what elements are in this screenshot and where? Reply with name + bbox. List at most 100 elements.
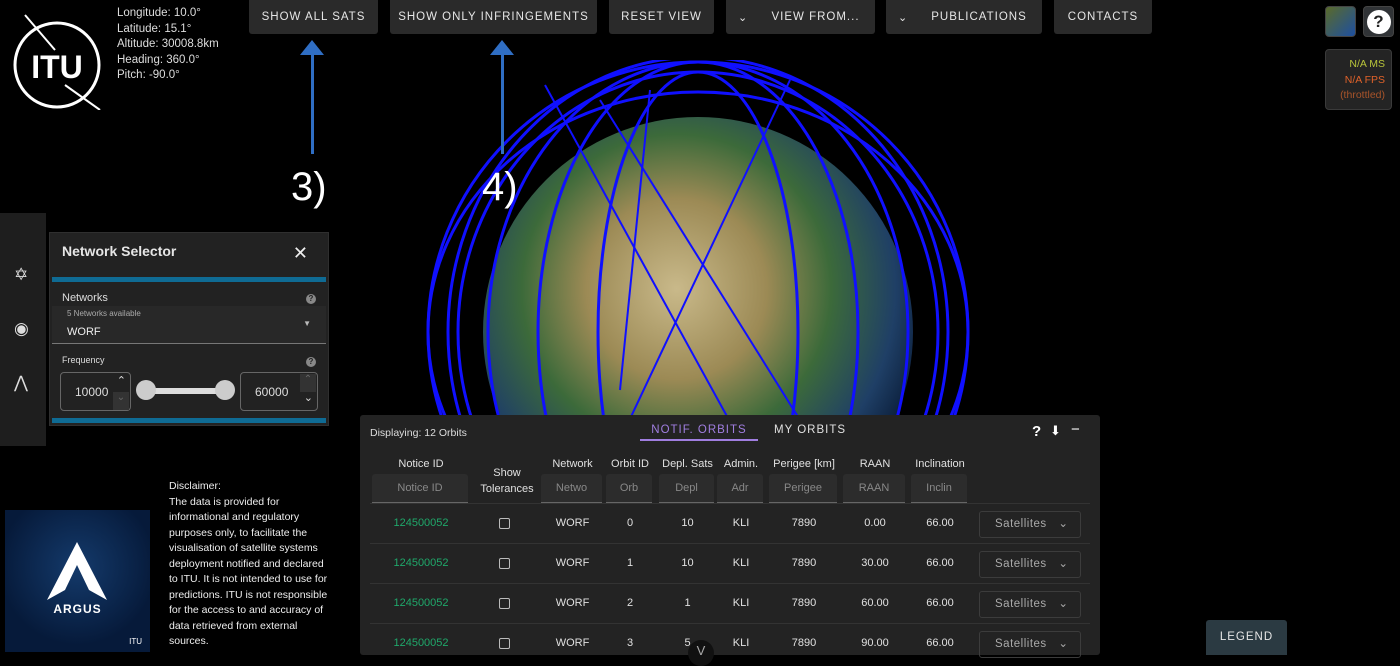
satellites-dropdown[interactable]: Satellites ⌄ xyxy=(979,551,1081,578)
cell-incl: 66.00 xyxy=(926,597,954,609)
cell-network: WORF xyxy=(555,637,590,649)
cell-incl: 66.00 xyxy=(926,517,954,529)
disclaimer-title: Disclaimer: xyxy=(169,480,221,492)
show-tolerances-checkbox[interactable] xyxy=(499,638,510,649)
cell-depl: 5 xyxy=(684,637,691,649)
help-icon[interactable]: ? xyxy=(306,294,316,304)
satellites-dropdown[interactable]: Satellites ⌄ xyxy=(979,631,1081,658)
orbit-path xyxy=(619,89,651,391)
table-row: 124500052 WORF 0 10 KLI 7890 0.00 66.00 Satellit… xyxy=(370,503,1090,543)
close-icon[interactable]: ✕ xyxy=(292,243,308,263)
accent-bar xyxy=(52,277,326,282)
itu-mark: ITU xyxy=(129,637,142,646)
chevron-down-icon[interactable]: V xyxy=(688,640,714,666)
column-filter-input[interactable]: Notice ID xyxy=(372,474,468,503)
label: SHOW ONLY INFRINGEMENTS xyxy=(398,11,589,23)
satellites-dropdown[interactable]: Satellites ⌄ xyxy=(979,511,1081,538)
slider-handle-min[interactable] xyxy=(136,380,156,400)
latitude: Latitude: 15.1° xyxy=(117,22,192,35)
column-filter-input[interactable]: Perigee xyxy=(769,474,837,503)
heading: Heading: 360.0° xyxy=(117,53,200,66)
label: CONTACTS xyxy=(1067,11,1139,23)
column-header[interactable]: Orbit ID xyxy=(611,458,649,470)
help-button[interactable]: ? xyxy=(1363,6,1394,37)
tab-notif-orbits[interactable]: NOTIF. ORBITS xyxy=(640,424,758,441)
frequency-slider-track[interactable] xyxy=(145,388,230,394)
column-header[interactable]: RAAN xyxy=(859,458,891,470)
show-tolerances-checkbox[interactable] xyxy=(499,598,510,609)
column-header[interactable]: Show Tolerances xyxy=(480,467,534,495)
slider-handle-max[interactable] xyxy=(215,380,235,400)
notice-id-link[interactable]: 124500052 xyxy=(393,597,449,609)
argus-logo: ARGUS ITU xyxy=(5,510,150,652)
panel-title: Network Selector xyxy=(62,243,177,259)
column-filter-input[interactable]: Orb xyxy=(606,474,652,503)
show-tolerances-checkbox[interactable] xyxy=(499,558,510,569)
label: RESET VIEW xyxy=(621,11,702,23)
column-header[interactable]: Admin. xyxy=(723,458,759,470)
cell-depl: 10 xyxy=(681,517,694,529)
globe-view[interactable] xyxy=(420,60,980,420)
network-select[interactable]: 5 Networks available WORF ▼ xyxy=(52,306,326,344)
label: Satellites xyxy=(995,518,1047,530)
notice-id-link[interactable]: 124500052 xyxy=(393,557,449,569)
label: SHOW ALL SATS xyxy=(261,11,366,23)
orbit-path xyxy=(628,79,791,420)
tab-my-orbits[interactable]: MY ORBITS xyxy=(774,424,847,436)
column-header[interactable]: Perigee [km] xyxy=(773,458,835,470)
minimize-icon[interactable]: − xyxy=(1071,421,1080,438)
column-filter-input[interactable]: Adr xyxy=(717,474,763,503)
annotation-3: 3) xyxy=(291,165,327,209)
orbit-icon[interactable]: ◉ xyxy=(14,319,29,338)
show-all-sats-button[interactable]: SHOW ALL SATS xyxy=(249,0,378,34)
network-icon[interactable]: ✡ xyxy=(14,265,29,284)
column-filter-input[interactable]: Inclin xyxy=(911,474,967,503)
fps-stat: N/A FPS xyxy=(1344,73,1385,86)
cell-network: WORF xyxy=(555,517,590,529)
notice-id-link[interactable]: 124500052 xyxy=(393,517,449,529)
help-icon[interactable]: ? xyxy=(306,357,316,367)
chevron-down-icon: ⌄ xyxy=(1054,558,1069,570)
increment-icon[interactable]: ⌃ xyxy=(116,375,126,387)
column-header[interactable]: Notice ID xyxy=(398,458,444,470)
orbit-path xyxy=(544,84,731,420)
column-filter-input[interactable]: Netwo xyxy=(541,474,602,503)
column-header[interactable]: Depl. Sats xyxy=(662,458,713,470)
column-header[interactable]: Inclination xyxy=(915,458,965,470)
show-tolerances-checkbox[interactable] xyxy=(499,518,510,529)
cell-admin: KLI xyxy=(732,637,750,649)
increment-icon[interactable]: ⌃ xyxy=(300,374,316,392)
column-filter-input[interactable]: Depl xyxy=(659,474,714,503)
cell-incl: 66.00 xyxy=(926,557,954,569)
altitude: Altitude: 30008.8km xyxy=(117,38,219,50)
column-filter-input[interactable]: RAAN xyxy=(843,474,905,503)
help-icon[interactable]: ? xyxy=(1032,423,1042,440)
decrement-icon[interactable]: ⌄ xyxy=(303,392,313,404)
view-from-button[interactable]: ⌄ VIEW FROM... xyxy=(726,0,875,34)
argus-brand: ARGUS xyxy=(53,602,102,616)
table-row: 124500052 WORF 1 10 KLI 7890 30.00 66.00 Satelli… xyxy=(370,543,1090,583)
notice-id-link[interactable]: 124500052 xyxy=(393,637,449,649)
satellites-dropdown[interactable]: Satellites ⌄ xyxy=(979,591,1081,618)
compass-icon[interactable]: ⋀ xyxy=(14,373,28,392)
accent-bar xyxy=(52,418,326,423)
show-only-infringements-button[interactable]: SHOW ONLY INFRINGEMENTS xyxy=(390,0,597,34)
contacts-button[interactable]: CONTACTS xyxy=(1054,0,1152,34)
frequency-max-input[interactable]: 60000 ⌃ ⌄ xyxy=(240,372,318,411)
chevron-down-icon: ⌄ xyxy=(1054,638,1069,650)
chevron-down-icon: ⌄ xyxy=(898,11,909,24)
reset-view-button[interactable]: RESET VIEW xyxy=(609,0,714,34)
base-layer-picker-button[interactable] xyxy=(1325,6,1356,37)
column-header[interactable]: Network xyxy=(552,458,593,470)
network-selector-panel: Network Selector ✕ Networks ? 5 Networks… xyxy=(49,232,329,426)
orbit-path xyxy=(426,90,970,420)
publications-button[interactable]: ⌄ PUBLICATIONS xyxy=(886,0,1042,34)
longitude: Longitude: 10.0° xyxy=(117,7,201,19)
legend-button[interactable]: LEGEND xyxy=(1206,620,1287,655)
cell-orbit: 1 xyxy=(626,557,634,569)
decrement-icon[interactable]: ⌄ xyxy=(113,392,129,410)
frequency-min-input[interactable]: 10000 ⌃ ⌄ xyxy=(60,372,131,411)
download-icon[interactable]: ⬇ xyxy=(1050,423,1061,438)
disclaimer-text: The data is provided for informational a… xyxy=(169,495,328,648)
pitch: Pitch: -90.0° xyxy=(117,69,180,81)
